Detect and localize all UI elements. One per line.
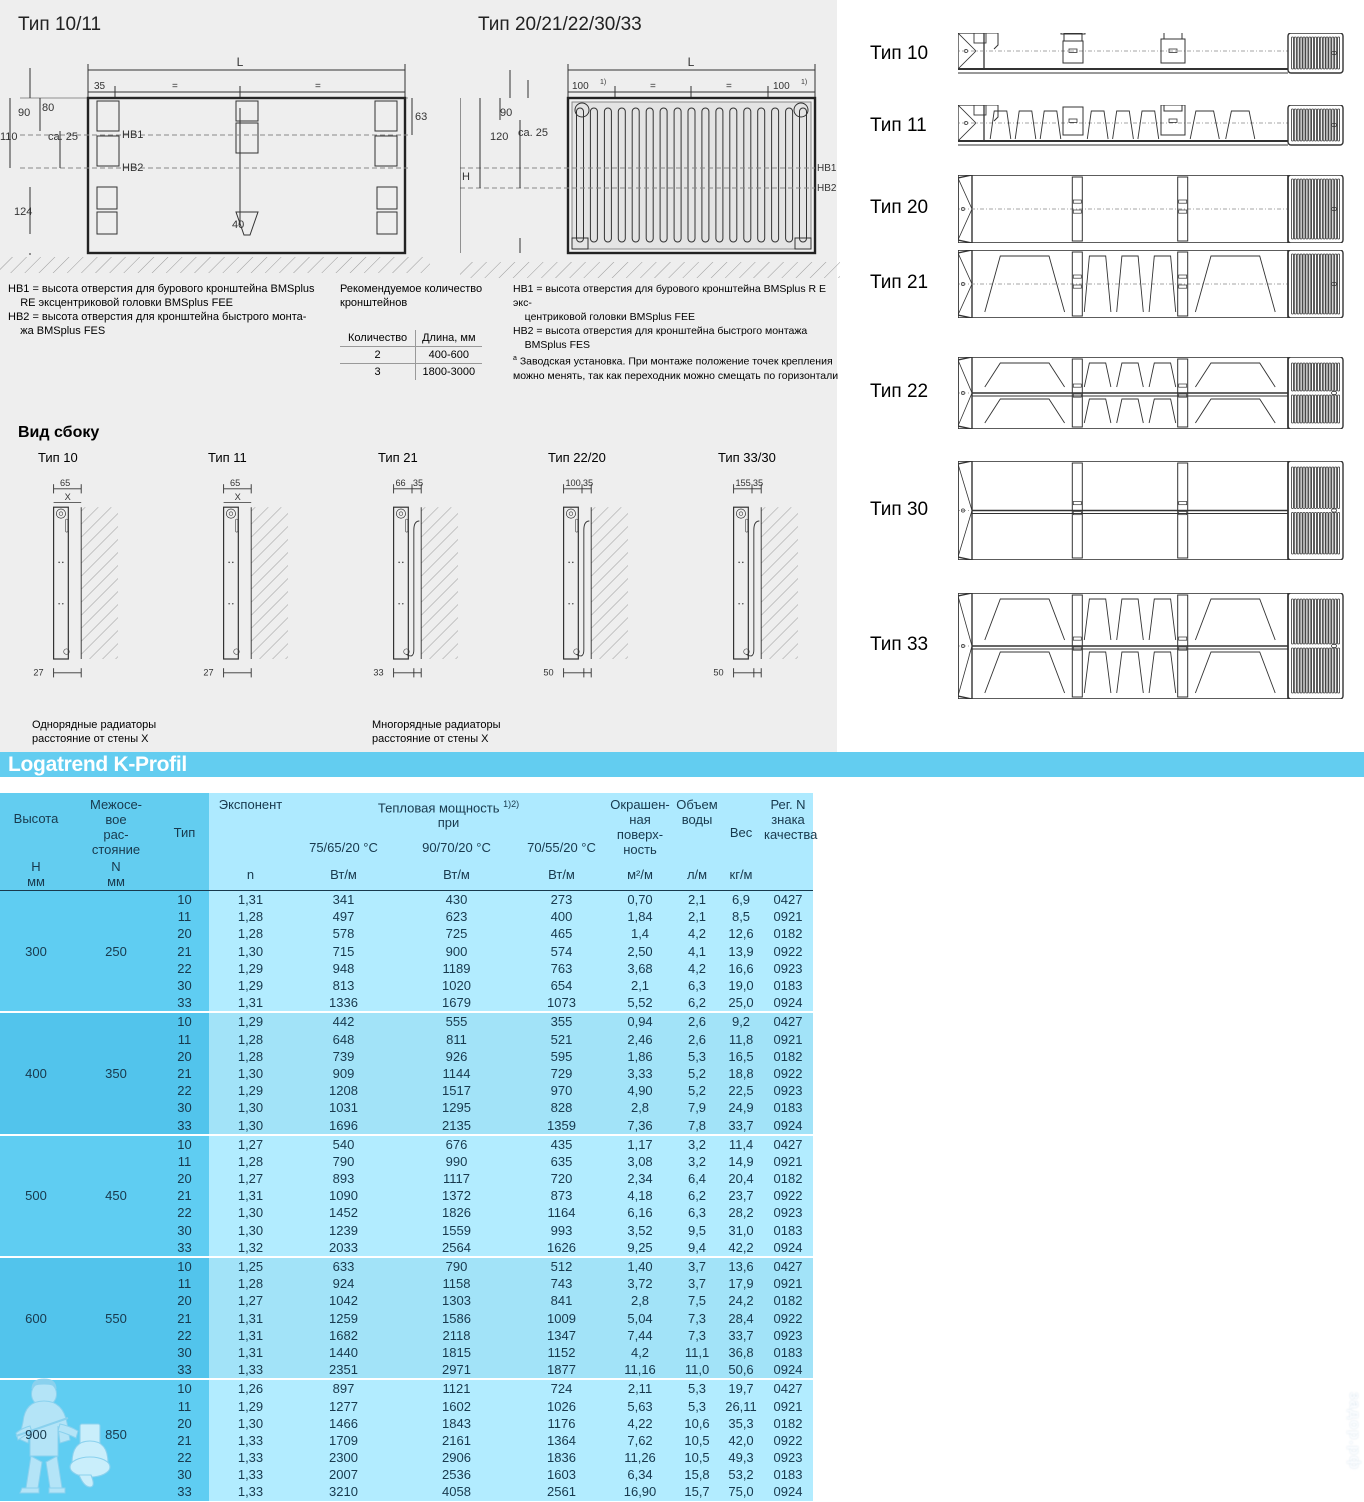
svg-text:100: 100: [565, 478, 580, 488]
svg-text:50: 50: [713, 668, 723, 678]
svg-text:65: 65: [230, 478, 240, 488]
svg-text:120: 120: [490, 131, 508, 143]
svg-text:35: 35: [94, 81, 106, 92]
svg-text:1): 1): [801, 79, 807, 86]
svg-text:80: 80: [42, 102, 54, 114]
svg-text:35: 35: [413, 478, 423, 488]
svg-text:27: 27: [33, 668, 43, 678]
svg-text:65: 65: [60, 478, 70, 488]
svg-text:=: =: [650, 81, 656, 92]
svg-text:H: H: [462, 171, 470, 183]
svg-text:35: 35: [583, 478, 593, 488]
svg-text:=: =: [315, 81, 321, 92]
svg-text:HB2: HB2: [817, 183, 837, 194]
svg-text:50: 50: [543, 668, 553, 678]
svg-text:90: 90: [18, 107, 30, 119]
svg-text:HB2: HB2: [122, 162, 143, 174]
svg-text:HB1: HB1: [122, 129, 143, 141]
svg-text:90: 90: [500, 107, 512, 119]
svg-text:=: =: [172, 81, 178, 92]
svg-text:L: L: [688, 55, 695, 69]
svg-text:35: 35: [753, 478, 763, 488]
svg-text:100: 100: [773, 81, 790, 92]
svg-text:X: X: [65, 492, 71, 502]
svg-text:HB1: HB1: [817, 163, 837, 174]
svg-text:X: X: [235, 492, 241, 502]
svg-text:33: 33: [373, 668, 383, 678]
svg-text:=: =: [726, 81, 732, 92]
svg-text:155: 155: [735, 478, 750, 488]
svg-text:27: 27: [203, 668, 213, 678]
svg-text:100: 100: [572, 81, 589, 92]
svg-text:1): 1): [600, 79, 606, 86]
svg-text:63: 63: [415, 111, 427, 123]
svg-text:40: 40: [232, 219, 244, 231]
svg-text:66: 66: [395, 478, 405, 488]
svg-text:са. 25: са. 25: [48, 131, 78, 143]
svg-text:110: 110: [0, 131, 18, 143]
svg-text:124: 124: [14, 206, 32, 218]
svg-text:са. 25: са. 25: [518, 127, 548, 139]
svg-text:L: L: [237, 55, 244, 69]
